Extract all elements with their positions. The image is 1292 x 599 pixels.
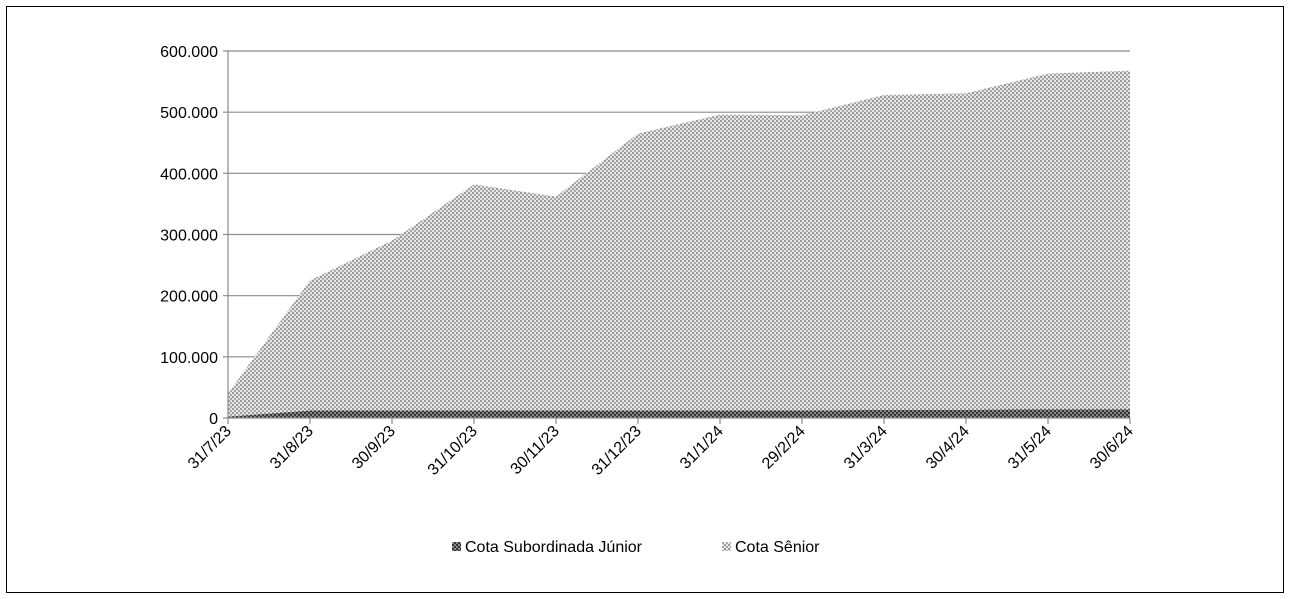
legend-swatch bbox=[452, 542, 461, 551]
x-tick-label: 30/4/24 bbox=[923, 423, 973, 473]
x-tick-label: 31/3/24 bbox=[841, 423, 891, 473]
x-axis-ticks: 31/7/23 31/8/23 30/9/23 31/10/23 30/11/23 31/… bbox=[185, 423, 1137, 479]
axes bbox=[223, 50, 1131, 424]
plot-area bbox=[228, 70, 1130, 418]
x-tick-label: 30/9/23 bbox=[349, 423, 399, 473]
x-tick-label: 31/10/23 bbox=[425, 423, 481, 479]
x-tick-label: 30/11/23 bbox=[508, 423, 563, 478]
legend-swatch bbox=[722, 542, 731, 551]
legend-label: Cota Sênior bbox=[735, 539, 820, 556]
area-series-1 bbox=[228, 70, 1130, 417]
x-tick-label: 30/6/24 bbox=[1087, 423, 1137, 473]
x-tick-label: 31/1/24 bbox=[677, 423, 727, 473]
y-tick-label: 500.000 bbox=[160, 105, 218, 122]
y-tick-label: 100.000 bbox=[160, 350, 218, 367]
x-tick-label: 31/5/24 bbox=[1005, 423, 1055, 473]
x-tick-label: 29/2/24 bbox=[759, 423, 809, 473]
y-tick-label: 300.000 bbox=[160, 228, 218, 245]
x-tick-label: 31/7/23 bbox=[185, 423, 235, 473]
y-tick-label: 400.000 bbox=[160, 166, 218, 183]
y-tick-label: 600.000 bbox=[160, 44, 218, 61]
y-tick-label: 200.000 bbox=[160, 289, 218, 306]
x-tick-label: 31/12/23 bbox=[589, 423, 645, 479]
x-tick-label: 31/8/23 bbox=[267, 423, 317, 473]
legend-label: Cota Subordinada Júnior bbox=[465, 539, 643, 556]
y-tick-label: 0 bbox=[209, 411, 218, 428]
y-axis-ticks: 0 100.000 200.000 300.000 400.000 500.000 600.… bbox=[160, 44, 218, 428]
area-series-junior-overlay bbox=[228, 409, 1130, 418]
legend: Cota Subordinada Júnior Cota Sênior bbox=[452, 539, 820, 556]
